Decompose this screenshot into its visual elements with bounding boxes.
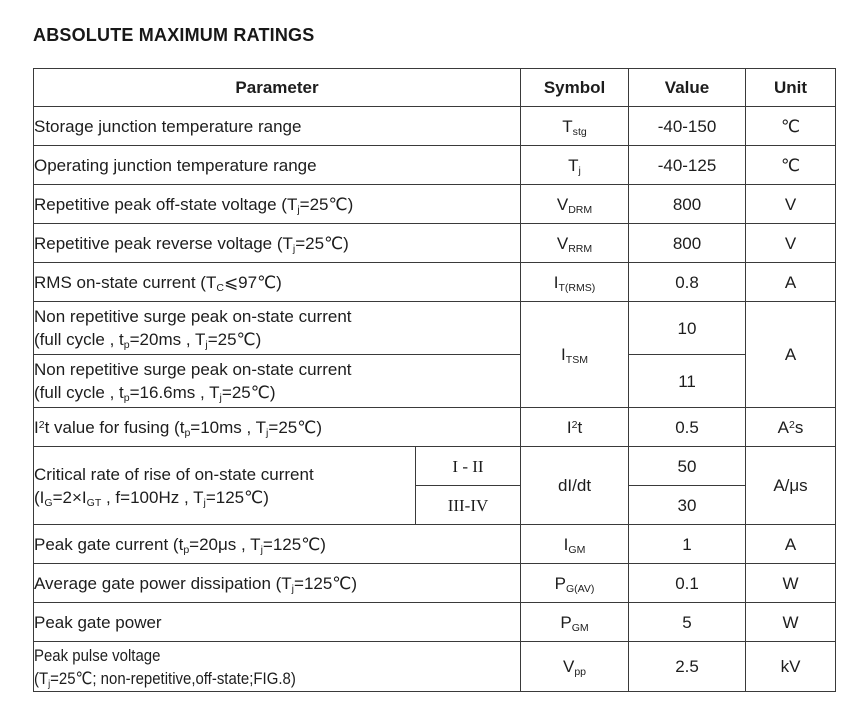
- value-cell: 1: [628, 524, 747, 564]
- unit-cell: A/μs: [745, 446, 837, 525]
- symbol-cell: Vpp: [520, 641, 630, 692]
- symbol-cell: IT(RMS): [520, 262, 630, 302]
- unit-cell: ℃: [745, 106, 837, 146]
- symbol-cell: IGM: [520, 524, 630, 564]
- column-header-symbol: Symbol: [520, 68, 630, 107]
- table-row: Storage junction temperature range Tstg …: [32, 106, 837, 146]
- symbol-cell: Tstg: [520, 106, 630, 146]
- value-cell: 800: [628, 223, 747, 263]
- table-row-peak-pulse: Peak pulse voltage (Tj=25℃; non-repetiti…: [32, 641, 837, 692]
- symbol-cell: VDRM: [520, 184, 630, 224]
- parameter-cell: Non repetitive surge peak on-state curre…: [32, 354, 522, 408]
- table-row-surge-2: Non repetitive surge peak on-state curre…: [32, 354, 836, 408]
- value-cell: 50: [628, 446, 747, 486]
- value-cell: 10: [628, 301, 747, 355]
- symbol-cell: PG(AV): [520, 563, 630, 603]
- value-cell: -40-125: [628, 145, 747, 185]
- unit-cell: ℃: [745, 145, 837, 185]
- table-row-didt-2: III-IV 30: [34, 485, 836, 525]
- parameter-cell: Repetitive peak reverse voltage (Tj=25℃): [32, 223, 522, 263]
- parameter-cell: Peak gate power: [32, 602, 522, 642]
- unit-cell: kV: [745, 641, 837, 692]
- column-header-unit: Unit: [745, 68, 837, 107]
- parameter-line2: (IG=2×IGT , f=100Hz , Tj=125℃): [34, 487, 269, 509]
- parameter-line1: Non repetitive surge peak on-state curre…: [34, 307, 352, 326]
- unit-cell: W: [745, 602, 837, 642]
- quadrant-class-cell: I - II: [414, 446, 522, 486]
- unit-cell: V: [745, 184, 837, 224]
- table-row: Average gate power dissipation (Tj=125℃)…: [32, 563, 837, 603]
- parameter-line1: Critical rate of rise of on-state curren…: [34, 464, 314, 484]
- symbol-cell: I2t: [520, 407, 630, 447]
- table-row: I2t value for fusing (tp=10ms , Tj=25℃) …: [32, 407, 837, 447]
- value-cell: 0.8: [628, 262, 747, 302]
- parameter-line2: (Tj=25℃; non-repetitive,off-state;FIG.8): [34, 668, 296, 690]
- table-row: Repetitive peak reverse voltage (Tj=25℃)…: [32, 223, 837, 263]
- value-cell: 0.5: [628, 407, 747, 447]
- column-header-parameter: Parameter: [32, 68, 522, 107]
- table-row: Operating junction temperature range Tj …: [32, 145, 837, 185]
- header-row: Parameter Symbol Value Unit: [32, 68, 837, 107]
- value-cell: 5: [628, 602, 747, 642]
- parameter-cell: RMS on-state current (TC⩽97℃): [32, 262, 522, 302]
- parameter-cell: I2t value for fusing (tp=10ms , Tj=25℃): [32, 407, 522, 447]
- table-row: RMS on-state current (TC⩽97℃) IT(RMS) 0.…: [32, 262, 837, 302]
- unit-cell: A2s: [745, 407, 837, 447]
- parameter-line1: Peak pulse voltage: [34, 645, 161, 665]
- parameter-cell: Repetitive peak off-state voltage (Tj=25…: [32, 184, 522, 224]
- symbol-cell: dI/dt: [520, 446, 630, 525]
- symbol-cell: ITSM: [520, 301, 630, 408]
- page-title: ABSOLUTE MAXIMUM RATINGS: [33, 25, 315, 45]
- parameter-cell: Peak gate current (tp=20μs , Tj=125℃): [32, 524, 522, 564]
- ratings-table: Parameter Symbol Value Unit Storage junc…: [32, 68, 837, 692]
- value-cell: 11: [628, 354, 747, 408]
- value-cell: 800: [628, 184, 747, 224]
- column-header-value: Value: [628, 68, 747, 107]
- value-cell: -40-150: [628, 106, 747, 146]
- parameter-cell: Critical rate of rise of on-state curren…: [33, 446, 416, 525]
- unit-cell: A: [745, 524, 837, 564]
- symbol-cell: Tj: [520, 145, 630, 185]
- quadrant-class-cell: III-IV: [414, 485, 522, 525]
- value-cell: 0.1: [628, 563, 747, 603]
- table-row: Peak gate power PGM 5 W: [32, 602, 837, 642]
- parameter-cell: Operating junction temperature range: [32, 145, 522, 185]
- table-row-didt-1: Critical rate of rise of on-state curren…: [33, 446, 837, 525]
- unit-cell: A: [745, 262, 837, 302]
- table-row: Peak gate current (tp=20μs , Tj=125℃) IG…: [32, 524, 837, 564]
- parameter-cell: Peak pulse voltage (Tj=25℃; non-repetiti…: [32, 641, 522, 692]
- symbol-cell: VRRM: [520, 223, 630, 263]
- unit-cell: A: [745, 301, 837, 408]
- parameter-line2: (full cycle , tp=16.6ms , Tj=25℃): [34, 383, 276, 405]
- unit-cell: V: [745, 223, 837, 263]
- parameter-line1: Non repetitive surge peak on-state curre…: [34, 360, 352, 379]
- parameter-cell: Storage junction temperature range: [32, 106, 522, 146]
- parameter-line2: (full cycle , tp=20ms , Tj=25℃): [34, 330, 262, 352]
- table-row-surge-1: Non repetitive surge peak on-state curre…: [32, 301, 837, 408]
- parameter-cell: Non repetitive surge peak on-state curre…: [32, 301, 522, 355]
- value-cell: 2.5: [628, 641, 747, 692]
- table-row: Repetitive peak off-state voltage (Tj=25…: [32, 184, 837, 224]
- unit-cell: W: [745, 563, 837, 603]
- symbol-cell: PGM: [520, 602, 630, 642]
- value-cell: 30: [628, 485, 747, 525]
- parameter-cell: Average gate power dissipation (Tj=125℃): [32, 563, 522, 603]
